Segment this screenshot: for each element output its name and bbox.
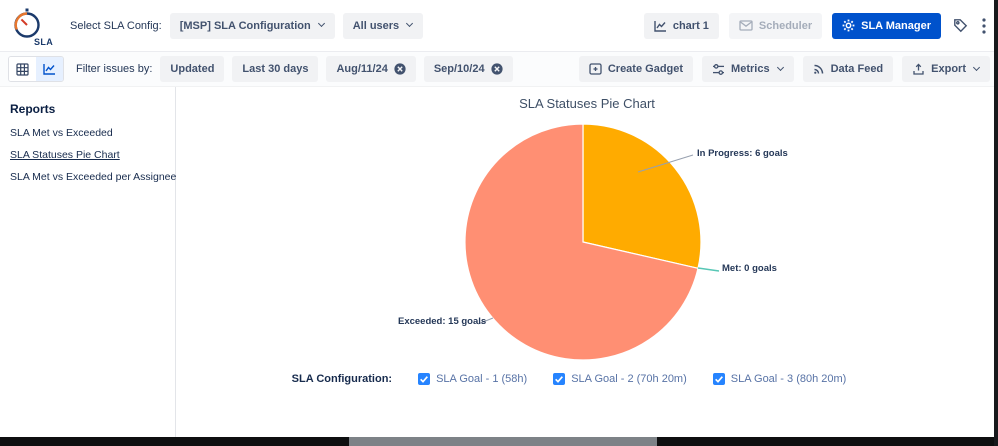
pie-slices-group [464,123,702,361]
date-from-label: Aug/11/24 [336,63,388,75]
content-area: Reports SLA Met vs Exceeded SLA Statuses… [0,87,998,437]
export-button[interactable]: Export [902,56,990,82]
tag-button[interactable] [951,16,970,35]
sla-configuration-legend: SLA Configuration: SLA Goal - 1 (58h) SL… [176,373,998,385]
checkbox-checked-icon[interactable] [553,373,566,385]
chart-1-label: chart 1 [672,19,709,32]
chart-1-button[interactable]: chart 1 [643,12,719,39]
grid-icon [16,62,29,76]
filter-toolbar: Filter issues by: Updated Last 30 days A… [0,52,998,87]
updated-filter-label: Updated [170,63,215,75]
pie-chart [464,123,720,361]
check-icon [555,376,564,383]
check-icon [420,376,429,383]
sla-manager-label: SLA Manager [861,19,931,32]
slice-label-met: Met: 0 goals [722,263,777,274]
taskbar-handle [349,437,657,446]
period-filter-label: Last 30 days [242,63,309,75]
legend-goal-1-label: SLA Goal - 1 (58h) [436,373,528,385]
period-filter-chip[interactable]: Last 30 days [232,56,319,82]
logo-label: SLA [34,36,54,47]
chevron-down-icon [317,19,325,28]
export-icon [913,62,924,75]
reports-heading: Reports [10,102,56,116]
add-gadget-icon [589,63,602,75]
app-header: SLA Select SLA Config: [MSP] SLA Configu… [0,0,998,52]
legend-goal-2-label: SLA Goal - 2 (70h 20m) [571,373,687,385]
pie-chart-area [176,115,996,385]
data-feed-label: Data Feed [830,63,884,75]
legend-item-goal-2[interactable]: SLA Goal - 2 (70h 20m) [553,373,687,385]
leader-lines-group [477,154,720,325]
chevron-down-icon [406,19,414,28]
sla-manager-button[interactable]: SLA Manager [832,12,941,39]
toolbar-actions: Create Gadget Metrics Data Feed Export [578,56,990,82]
tag-icon [954,19,968,33]
date-to-label: Sep/10/24 [433,63,485,75]
close-circle-icon [490,63,503,75]
slice-label-in-progress: In Progress: 6 goals [697,148,788,159]
chart-panel: SLA Statuses Pie Chart In Progress: 6 go… [176,87,998,437]
stopwatch-icon [14,8,40,38]
config-dropdown[interactable]: [MSP] SLA Configuration [169,12,335,39]
create-gadget-label: Create Gadget [607,63,684,75]
chevron-down-icon [776,63,784,71]
remove-date-from-button[interactable] [394,63,406,75]
date-to-chip[interactable]: Sep/10/24 [423,56,513,82]
export-label: Export [931,63,966,75]
chevron-down-icon [972,63,981,71]
taskbar-strip [0,437,998,446]
chart-title: SLA Statuses Pie Chart [519,96,655,111]
slice-label-exceeded: Exceeded: 15 goals [398,316,487,327]
data-feed-button[interactable]: Data Feed [802,56,894,82]
select-config-label: Select SLA Config: [70,19,162,32]
scheduler-label: Scheduler [758,19,813,32]
reports-sidebar: Reports SLA Met vs Exceeded SLA Statuses… [0,87,176,437]
view-toggle [8,56,64,82]
filter-issues-label: Filter issues by: [76,63,153,75]
date-from-chip[interactable]: Aug/11/24 [326,56,416,82]
leader-line-in-progress [637,154,694,173]
pie-slice-in-progress [582,123,702,270]
metrics-label: Metrics [731,63,770,75]
legend-item-goal-1[interactable]: SLA Goal - 1 (58h) [418,373,527,385]
leader-line-met [697,267,720,272]
leader-line-exceeded [477,317,494,325]
users-dropdown[interactable]: All users [342,12,424,39]
more-menu-button[interactable] [980,16,988,36]
table-view-button[interactable] [9,57,36,81]
create-gadget-button[interactable]: Create Gadget [578,56,694,82]
header-actions: chart 1 Scheduler SLA Manager [643,12,988,39]
legend-item-goal-3[interactable]: SLA Goal - 3 (80h 20m) [712,373,847,385]
chart-view-button[interactable] [36,57,63,81]
line-chart-icon [654,20,666,32]
screen-right-edge [994,0,998,446]
gear-icon [842,19,855,32]
sliders-icon [713,63,725,75]
checkbox-checked-icon[interactable] [712,373,725,385]
envelope-icon [739,20,753,31]
updated-filter-chip[interactable]: Updated [160,56,225,82]
metrics-button[interactable]: Metrics [702,56,794,82]
checkbox-checked-icon[interactable] [418,373,431,385]
scheduler-button[interactable]: Scheduler [728,12,823,39]
kebab-menu-icon [982,17,986,34]
rss-icon [813,64,823,74]
pie-slice-exceeded [464,123,699,361]
sidebar-item-sla-statuses-pie-chart[interactable]: SLA Statuses Pie Chart [10,149,120,161]
remove-date-to-button[interactable] [490,63,503,75]
check-icon [714,376,723,383]
config-dropdown-label: [MSP] SLA Configuration [179,19,311,32]
sla-logo: SLA [10,5,56,47]
line-chart-icon [43,64,55,75]
sidebar-item-sla-met-vs-exceeded[interactable]: SLA Met vs Exceeded [10,127,113,139]
sidebar-item-sla-met-vs-exceeded-per-assignee[interactable]: SLA Met vs Exceeded per Assignee [10,171,177,183]
legend-goal-3-label: SLA Goal - 3 (80h 20m) [730,373,847,385]
users-dropdown-label: All users [352,19,400,32]
close-circle-icon [394,63,406,75]
legend-title: SLA Configuration: [291,373,393,385]
